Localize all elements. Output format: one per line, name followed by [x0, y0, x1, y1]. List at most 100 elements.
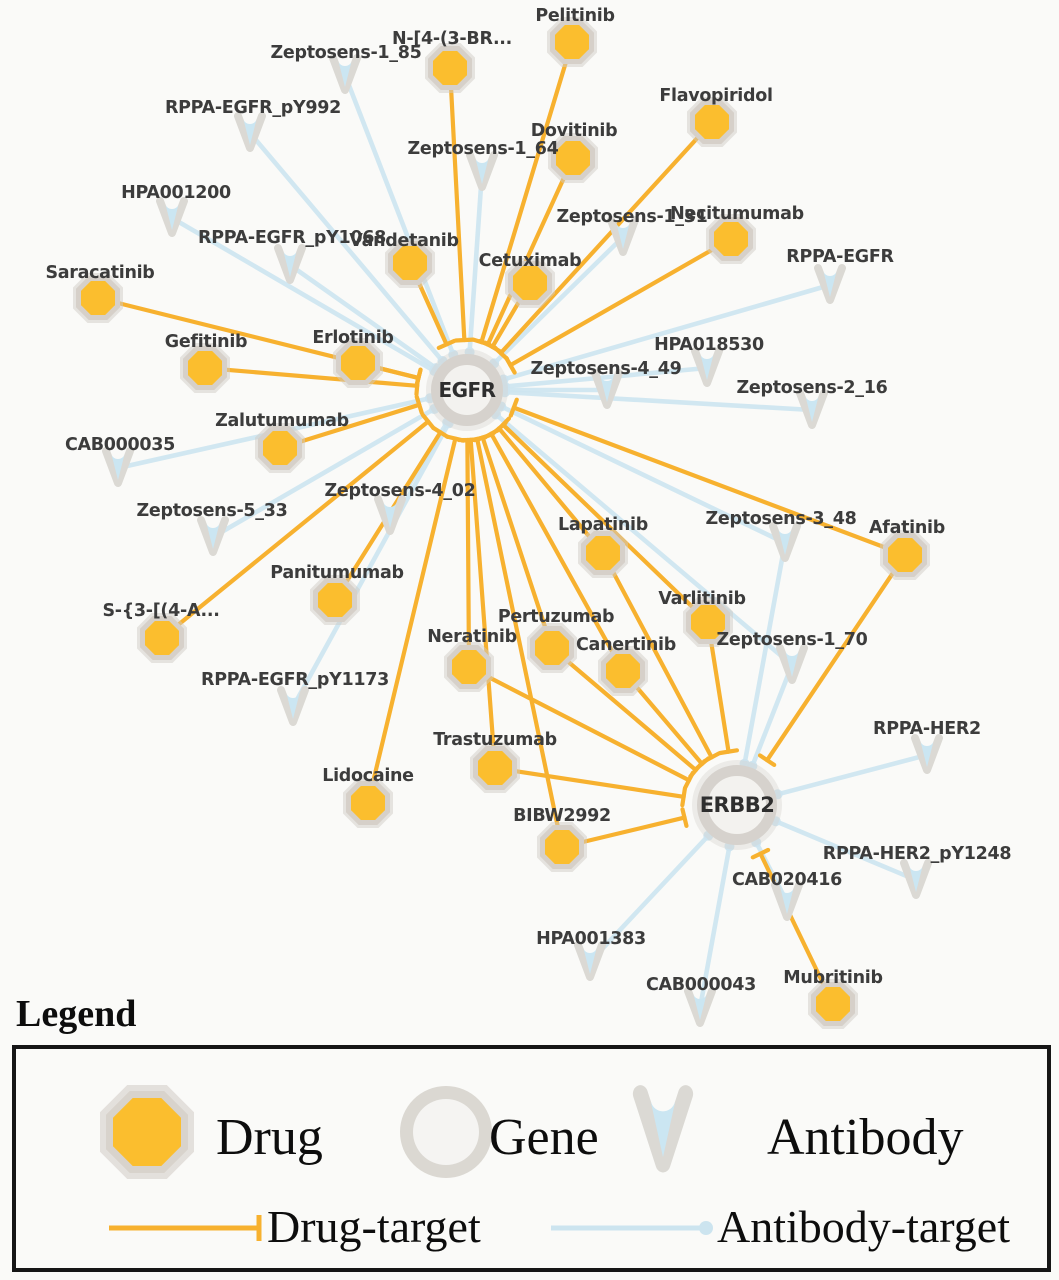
- drug-node-lapatinib: [578, 528, 628, 578]
- drug-node-n-4-3-br: [425, 43, 475, 93]
- label-lidocaine: Lidocaine: [322, 766, 414, 786]
- label-zeptosens-1-64: Zeptosens-1_64: [407, 139, 559, 159]
- edge-drug-canertinib-erbb2-tee-cap: [693, 756, 711, 772]
- edge-drug-afatinib-erbb2-tee-cap: [757, 753, 777, 768]
- drug-octagon-icon: [433, 51, 467, 85]
- drug-node-vandetanib: [385, 238, 435, 288]
- legend-box: Drug Gene Antibody Drug-target Antibody-…: [12, 1045, 1051, 1272]
- label-cab000035: CAB000035: [64, 435, 176, 455]
- label-gefitinib: Gefitinib: [164, 332, 248, 352]
- edge-drug-pelitinib-egfr: [479, 39, 575, 345]
- edge-antibody-rppa-her2-py1248-erbb2: [773, 818, 919, 883]
- edge-drug-pertuzumab-erbb2: [549, 645, 698, 773]
- drug-node-varlitinib: [683, 597, 733, 647]
- drug-node-flavopiridol: [687, 97, 737, 147]
- edge-drug-necitumumab-egfr: [508, 236, 734, 368]
- drug-node-bibw2992: [537, 822, 587, 872]
- antibody-chevron-icon: [771, 881, 803, 921]
- label-pertuzumab: Pertuzumab: [497, 607, 615, 627]
- label-zeptosens-4-49: Zeptosens-4_49: [530, 359, 682, 379]
- label-cab000043: CAB000043: [645, 975, 757, 995]
- antibody-chevron-icon: [466, 151, 498, 191]
- edge-antibody-rppa-egfr-egfr: [501, 282, 833, 382]
- antibody-node-rppa-her2-py1248: [899, 858, 933, 906]
- drug-octagon-icon: [513, 266, 547, 300]
- legend-antibody-target-line-icon: [551, 1221, 713, 1235]
- label-canertinib: Canertinib: [576, 635, 676, 655]
- edge-drug-canertinib-egfr: [489, 431, 626, 674]
- edge-antibody-zeptosens-1-70-egfr: [493, 412, 795, 668]
- drug-node-lidocaine: [343, 778, 393, 828]
- antibody-node-cab020416: [770, 880, 804, 928]
- edge-drug-lidocaine-egfr: [365, 436, 458, 806]
- edge-drug-neratinib-erbb2: [466, 664, 692, 783]
- antibody-chevron-icon: [374, 495, 406, 535]
- label-neratinib: Neratinib: [427, 627, 517, 647]
- drug-node-pertuzumab: [527, 623, 577, 673]
- drug-node-mubritinib: [808, 979, 858, 1029]
- label-zeptosens-5-33: Zeptosens-5_33: [136, 501, 288, 521]
- drug-octagon-icon: [714, 222, 748, 256]
- drug-node-cetuximab: [505, 258, 555, 308]
- edge-antibody-zeptosens-1-31-egfr: [491, 234, 626, 366]
- edge-antibody-rppa-her2-erbb2: [775, 752, 930, 797]
- edge-drug-cetuximab-egfr-tee-cap: [482, 340, 502, 354]
- gene-node-erbb2: ERBB2: [697, 765, 777, 845]
- label-lapatinib: Lapatinib: [558, 515, 648, 535]
- edge-drug-vandetanib-egfr-tee-cap: [436, 338, 457, 350]
- antibody-chevron-icon: [900, 859, 932, 899]
- antibody-node-rppa-egfr: [813, 263, 847, 311]
- label-zeptosens-1-85: Zeptosens-1_85: [270, 43, 422, 63]
- edge-drug-mubritinib-erbb2-tee-cap: [750, 847, 771, 860]
- edge-drug-gefitinib-egfr: [202, 365, 420, 388]
- drug-octagon-icon: [188, 351, 222, 385]
- label-vandetanib: Vandetanib: [349, 231, 459, 251]
- label-saracatinib: Saracatinib: [45, 263, 155, 283]
- edge-drug-varlitinib-egfr: [500, 422, 711, 625]
- edge-drug-flavopiridol-egfr: [498, 119, 715, 356]
- edge-antibody-hpa001383-erbb2: [587, 833, 711, 965]
- edge-drug-n-4-3-br-egfr-tee-cap: [453, 337, 475, 343]
- label-zalutumumab: Zalutumumab: [215, 411, 349, 431]
- edge-drug-lapatinib-egfr: [496, 426, 606, 556]
- antibody-node-hpa001383: [573, 940, 607, 988]
- edge-drug-n-4-3-br-egfr: [447, 65, 467, 343]
- antibody-node-rppa-her2: [910, 733, 944, 781]
- antibody-node-hpa018530: [690, 346, 724, 394]
- edge-drug-lapatinib-erbb2: [600, 550, 714, 760]
- drug-octagon-icon: [535, 631, 569, 665]
- drug-octagon-icon: [393, 246, 427, 280]
- antibody-node-zeptosens-1-70: [775, 643, 809, 691]
- drug-octagon-icon: [545, 830, 579, 864]
- drug-octagon-icon: [606, 654, 640, 688]
- label-dovitinib: Dovitinib: [530, 121, 618, 141]
- edge-drug-panitumumab-egfr-tee-cap: [431, 425, 450, 439]
- edge-antibody-hpa001200-egfr: [169, 215, 437, 374]
- label-rppa-egfr-py1173: RPPA-EGFR_pY1173: [201, 670, 389, 690]
- label-n-4-3-br: N-[4-(3-BR...: [392, 29, 512, 49]
- antibody-chevron-icon: [274, 244, 306, 284]
- label-rppa-her2: RPPA-HER2: [873, 719, 981, 739]
- antibody-node-zeptosens-3-48: [768, 521, 802, 569]
- edge-antibody-cab000043-erbb2: [697, 844, 732, 1011]
- edge-drug-bibw2992-egfr-tee-cap: [466, 435, 488, 443]
- drug-node-pelitinib: [547, 17, 597, 67]
- edge-drug-s-3-4-a-egfr: [159, 419, 431, 641]
- label-rppa-egfr-py1068: RPPA-EGFR_pY1068: [198, 228, 386, 248]
- antibody-chevron-icon: [234, 112, 266, 152]
- drug-octagon-icon: [341, 346, 375, 380]
- label-cab020416: CAB020416: [731, 870, 843, 890]
- label-trastuzumab: Trastuzumab: [433, 730, 557, 750]
- edge-antibody-zeptosens-1-70-erbb2: [750, 662, 795, 769]
- antibody-chevron-icon: [197, 516, 229, 556]
- antibody-chevron-icon: [329, 54, 361, 94]
- drug-octagon-icon: [478, 751, 512, 785]
- label-pelitinib: Pelitinib: [535, 6, 615, 26]
- edge-antibody-rppa-egfr-py992-egfr: [247, 130, 445, 364]
- antibody-node-zeptosens-2-16: [795, 388, 829, 436]
- drug-node-erlotinib: [333, 338, 383, 388]
- edge-antibody-zeptosens-1-85-egfr: [342, 72, 456, 357]
- drug-octagon-icon: [691, 605, 725, 639]
- drug-node-afatinib: [880, 530, 930, 580]
- drug-node-necitumumab: [706, 214, 756, 264]
